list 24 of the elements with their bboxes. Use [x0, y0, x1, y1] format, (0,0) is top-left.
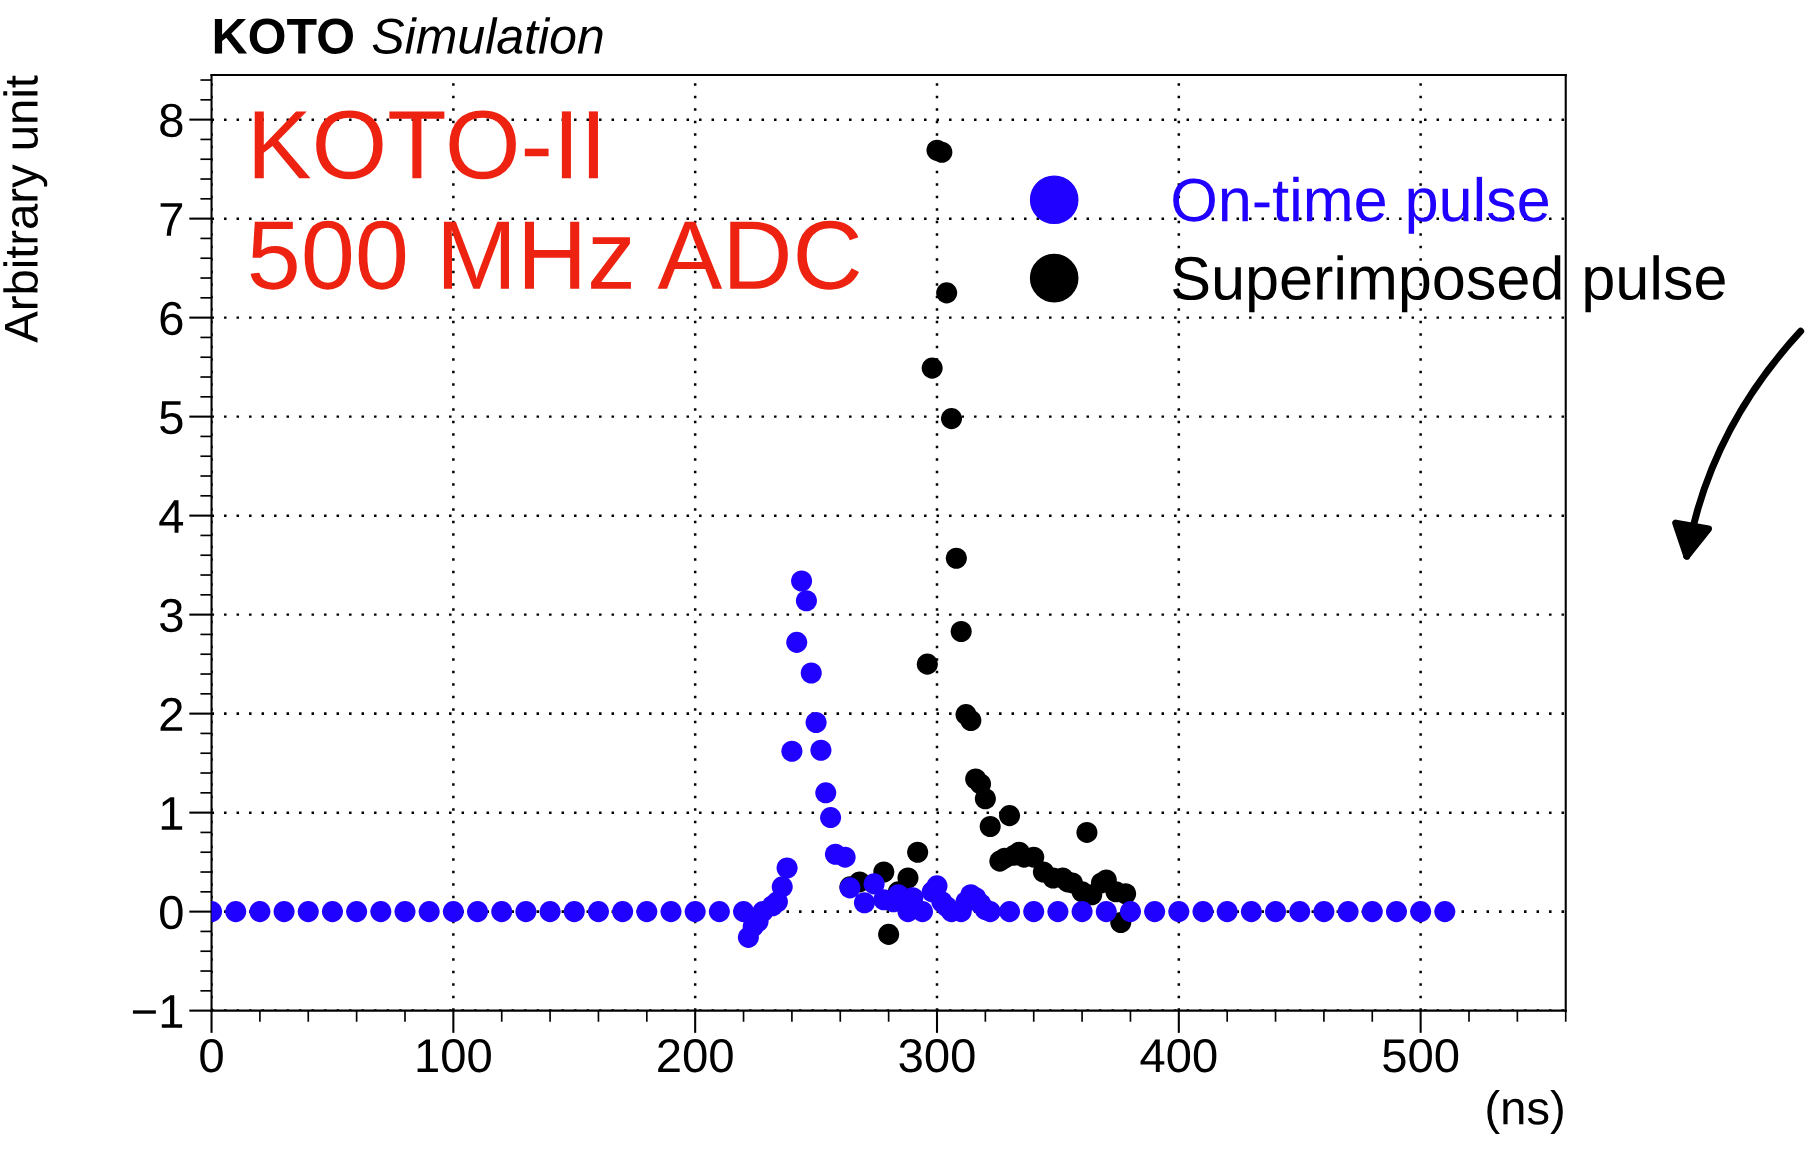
x-tick-label: 300: [899, 1038, 975, 1073]
x-tick-label: 0: [200, 1038, 223, 1073]
annotation: 500 MHz ADC: [250, 220, 859, 290]
x-tick-label: 100: [417, 1038, 491, 1073]
y-tick-label: 3: [159, 598, 183, 633]
chart-title: KOTO: [214, 18, 353, 54]
y-axis-title: Arbitrary unit: [3, 75, 48, 343]
annotation: KOTO-II: [254, 110, 598, 180]
x-tick-label: 400: [1140, 1038, 1217, 1073]
y-tick-label: 2: [160, 697, 183, 731]
x-axis-title: (ns): [1487, 1090, 1563, 1135]
y-tick-label: 5: [160, 401, 183, 435]
legend-label: Superimposed pulse: [1173, 255, 1725, 313]
x-tick-label: 200: [658, 1038, 733, 1073]
y-tick-label: 6: [160, 301, 183, 336]
chart-subtitle: Simulation: [372, 17, 603, 54]
y-tick-label: 4: [159, 500, 184, 533]
x-tick-label: 500: [1383, 1038, 1459, 1073]
y-tick-label: 7: [160, 203, 183, 236]
y-tick-label: 8: [160, 103, 183, 138]
legend-label: On-time pulse: [1173, 176, 1548, 234]
y-tick-label: 1: [161, 797, 183, 830]
y-tick-label: 0: [160, 895, 183, 930]
y-tick-label: −1: [132, 995, 183, 1028]
